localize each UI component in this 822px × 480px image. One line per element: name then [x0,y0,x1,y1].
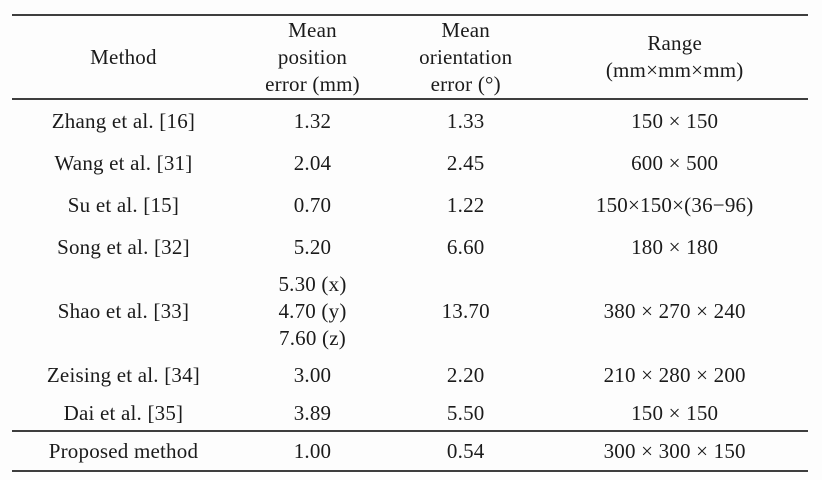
method-cell: Proposed method [48,438,199,463]
column-header-range: Range (mm×mm×mm) [605,31,744,82]
column-header-orientation: Mean orientation error (°) [419,17,513,96]
table-bottom-rule [12,470,808,472]
orientation-error-cell: 2.20 [446,362,485,387]
column-header-position: Mean position error (mm) [265,17,360,96]
table-header-row: Method Mean position error (mm) Mean ori… [12,16,808,98]
range-cell: 180 × 180 [631,234,719,259]
position-error-cell: 5.30 (x) 4.70 (y) 7.60 (z) [278,271,347,350]
range-cell: 300 × 300 × 150 [603,438,746,463]
table-header-rule [12,98,808,100]
table-row: Song et al. [32] 5.20 6.60 180 × 180 [12,226,808,268]
orientation-error-cell: 2.45 [446,150,485,175]
range-cell: 150×150×(36−96) [595,192,754,217]
table-row: Zhang et al. [16] 1.32 1.33 150 × 150 [12,100,808,142]
position-error-cell: 1.32 [293,108,332,133]
method-cell: Shao et al. [33] [57,298,190,323]
orientation-error-cell: 5.50 [446,400,485,425]
table-row: Dai et al. [35] 3.89 5.50 150 × 150 [12,396,808,430]
method-cell: Wang et al. [31] [54,150,193,175]
orientation-error-cell: 6.60 [446,234,485,259]
table-top-rule [12,14,808,16]
method-cell: Song et al. [32] [57,234,190,259]
table-row-proposed: Proposed method 1.00 0.54 300 × 300 × 15… [12,432,808,470]
method-cell: Zhang et al. [16] [51,108,196,133]
table-proposed-rule [12,430,808,432]
orientation-error-cell: 1.33 [446,108,485,133]
method-cell: Dai et al. [35] [63,400,184,425]
position-error-cell: 5.20 [293,234,332,259]
range-cell: 600 × 500 [631,150,719,175]
orientation-error-cell: 1.22 [446,192,485,217]
position-error-cell: 0.70 [293,192,332,217]
table-row: Shao et al. [33] 5.30 (x) 4.70 (y) 7.60 … [12,268,808,354]
position-error-cell: 2.04 [293,150,332,175]
position-error-cell: 3.00 [293,362,332,387]
comparison-table: Method Mean position error (mm) Mean ori… [12,14,808,472]
position-error-cell: 1.00 [293,438,332,463]
range-cell: 150 × 150 [631,400,719,425]
range-cell: 380 × 270 × 240 [603,298,746,323]
orientation-error-cell: 13.70 [441,298,490,323]
column-header-method: Method [90,44,157,69]
method-cell: Zeising et al. [34] [46,362,200,387]
table-row: Su et al. [15] 0.70 1.22 150×150×(36−96) [12,184,808,226]
position-error-cell: 3.89 [293,400,332,425]
table-row: Zeising et al. [34] 3.00 2.20 210 × 280 … [12,354,808,396]
range-cell: 210 × 280 × 200 [603,362,746,387]
range-cell: 150 × 150 [631,108,719,133]
method-cell: Su et al. [15] [67,192,180,217]
orientation-error-cell: 0.54 [446,438,485,463]
table-row: Wang et al. [31] 2.04 2.45 600 × 500 [12,142,808,184]
